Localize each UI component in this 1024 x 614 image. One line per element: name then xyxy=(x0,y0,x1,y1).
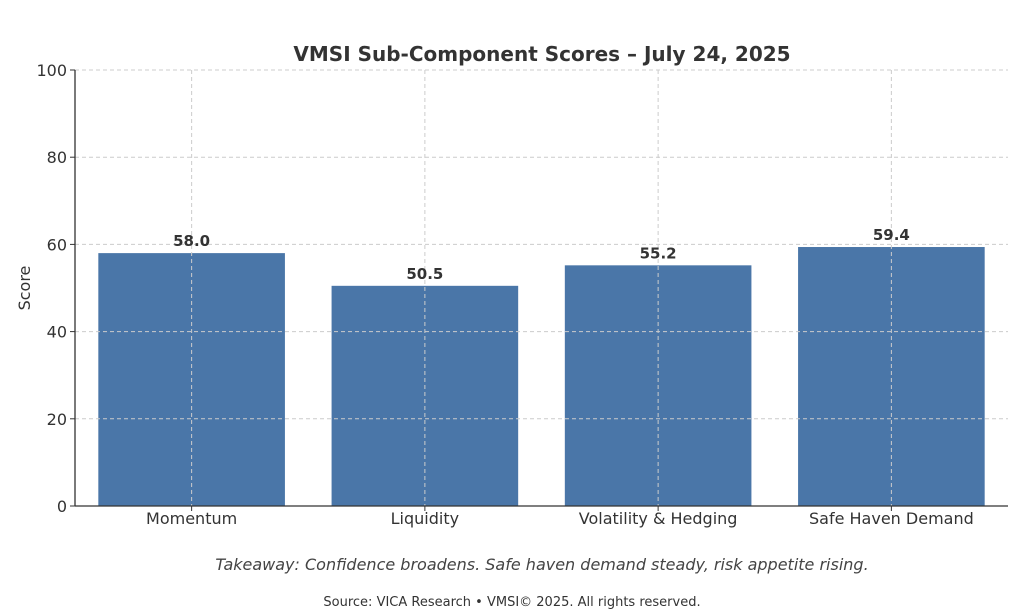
y-tick-label: 40 xyxy=(47,323,67,342)
takeaway-caption: Takeaway: Confidence broadens. Safe have… xyxy=(215,555,869,574)
axes xyxy=(70,69,1008,511)
y-tick-label: 100 xyxy=(36,61,67,80)
chart-title: VMSI Sub-Component Scores – July 24, 202… xyxy=(293,42,790,66)
labels: 0 20 40 60 80 100 Momentum 58.0 Liquidity 50.5 Vol… xyxy=(36,61,973,528)
y-tick-label: 60 xyxy=(47,235,67,254)
y-tick-label: 80 xyxy=(47,148,67,167)
bar xyxy=(798,247,985,507)
source-note: Source: VICA Research • VMSI© 2025. All … xyxy=(323,595,701,610)
bar-value-label: 50.5 xyxy=(406,265,443,283)
x-tick-label: Volatility & Hedging xyxy=(579,509,738,528)
y-tick-label: 20 xyxy=(47,410,67,429)
y-axis-label: Score xyxy=(15,266,34,311)
x-tick-label: Liquidity xyxy=(391,509,459,528)
bar-value-label: 55.2 xyxy=(640,244,677,262)
bars xyxy=(98,247,985,507)
y-tick-label: 0 xyxy=(57,497,67,516)
grid-lines xyxy=(75,69,1008,507)
bar-value-label: 58.0 xyxy=(173,232,210,250)
bar-value-label: 59.4 xyxy=(873,226,910,244)
x-tick-label: Momentum xyxy=(146,509,237,528)
x-tick-label: Safe Haven Demand xyxy=(809,509,974,528)
